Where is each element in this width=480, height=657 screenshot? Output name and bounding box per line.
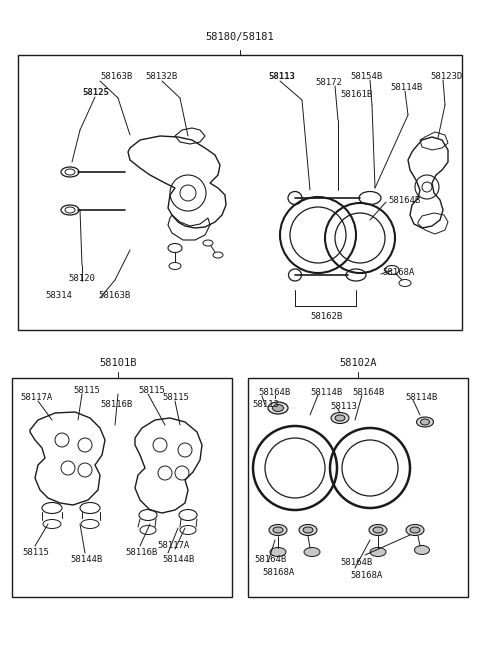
Text: 58144B: 58144B: [162, 555, 194, 564]
Text: 58164B: 58164B: [258, 388, 290, 397]
Ellipse shape: [335, 415, 345, 421]
Text: 58163B: 58163B: [100, 72, 132, 81]
Text: 58114B: 58114B: [405, 393, 437, 402]
Text: 58114B: 58114B: [390, 83, 422, 92]
Text: 58115: 58115: [138, 386, 165, 395]
Text: 58164B: 58164B: [388, 196, 420, 205]
Text: 58113: 58113: [252, 400, 279, 409]
Text: 58120: 58120: [68, 274, 95, 283]
Text: 58113: 58113: [268, 72, 295, 81]
Ellipse shape: [417, 417, 433, 427]
Text: 58125: 58125: [82, 88, 109, 97]
Ellipse shape: [369, 524, 387, 535]
Ellipse shape: [304, 547, 320, 556]
Text: 58164B: 58164B: [340, 558, 372, 567]
Ellipse shape: [273, 527, 283, 533]
Text: 58117A: 58117A: [157, 541, 189, 550]
Ellipse shape: [299, 524, 317, 535]
Text: 58116B: 58116B: [125, 548, 157, 557]
Ellipse shape: [410, 527, 420, 533]
Text: 58115: 58115: [73, 386, 100, 395]
Text: 58168A: 58168A: [262, 568, 294, 577]
Text: 58113: 58113: [330, 402, 357, 411]
Ellipse shape: [331, 413, 349, 424]
Text: 58101B: 58101B: [99, 358, 137, 368]
Ellipse shape: [370, 547, 386, 556]
Text: 58168A: 58168A: [382, 268, 414, 277]
Text: 58161B: 58161B: [340, 90, 372, 99]
Text: 58164B: 58164B: [352, 388, 384, 397]
Text: 58154B: 58154B: [350, 72, 382, 81]
Ellipse shape: [415, 545, 430, 555]
Text: 58117A: 58117A: [20, 393, 52, 402]
Text: 58180/58181: 58180/58181: [205, 32, 275, 42]
Text: 58314: 58314: [45, 291, 72, 300]
Text: 58132B: 58132B: [145, 72, 177, 81]
Text: 58115: 58115: [162, 393, 189, 402]
Ellipse shape: [406, 524, 424, 535]
Text: 58164B: 58164B: [254, 555, 286, 564]
Text: 58114B: 58114B: [310, 388, 342, 397]
Text: 58115: 58115: [22, 548, 49, 557]
Text: 58144B: 58144B: [70, 555, 102, 564]
Ellipse shape: [268, 402, 288, 414]
Ellipse shape: [373, 527, 383, 533]
Text: 58168A: 58168A: [350, 571, 382, 580]
Text: 58162B: 58162B: [310, 312, 342, 321]
Text: 58163B: 58163B: [98, 291, 130, 300]
Text: 58102A: 58102A: [339, 358, 377, 368]
Ellipse shape: [270, 547, 286, 556]
Ellipse shape: [269, 524, 287, 535]
Text: 58116B: 58116B: [100, 400, 132, 409]
Ellipse shape: [303, 527, 313, 533]
Text: 58123D: 58123D: [430, 72, 462, 81]
Text: 58172: 58172: [315, 78, 342, 87]
Ellipse shape: [273, 405, 284, 411]
Ellipse shape: [420, 419, 430, 425]
